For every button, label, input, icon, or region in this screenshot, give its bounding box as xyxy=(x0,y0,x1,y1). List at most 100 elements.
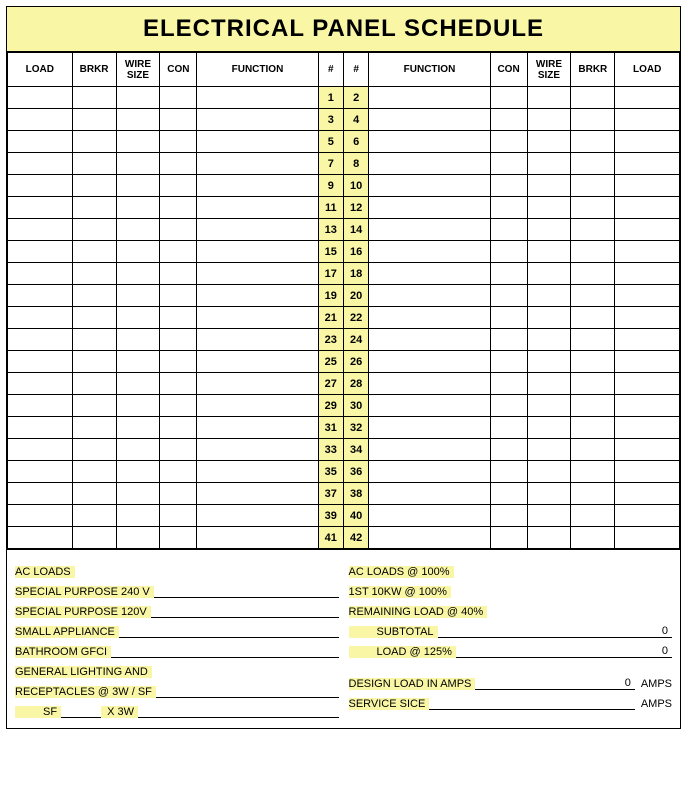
cell xyxy=(116,109,160,131)
table-row: 1920 xyxy=(8,285,680,307)
cell xyxy=(197,417,318,439)
cell xyxy=(8,219,73,241)
circuit-number: 16 xyxy=(343,241,368,263)
cell xyxy=(8,395,73,417)
cell xyxy=(8,285,73,307)
cell xyxy=(490,109,527,131)
cell xyxy=(197,527,318,549)
circuit-number: 42 xyxy=(343,527,368,549)
cell xyxy=(8,483,73,505)
cell xyxy=(615,219,680,241)
cell xyxy=(615,263,680,285)
cell xyxy=(615,395,680,417)
col-num-right: # xyxy=(343,53,368,87)
panel-schedule: ELECTRICAL PANEL SCHEDULE LOAD BRKR WIRE… xyxy=(6,6,681,729)
cell xyxy=(527,197,571,219)
cell xyxy=(490,461,527,483)
cell xyxy=(527,417,571,439)
circuit-number: 38 xyxy=(343,483,368,505)
cell xyxy=(116,131,160,153)
cell xyxy=(72,439,116,461)
col-con-right: CON xyxy=(490,53,527,87)
footer: AC LOADS SPECIAL PURPOSE 240 V SPECIAL P… xyxy=(7,549,680,728)
cell xyxy=(72,505,116,527)
cell xyxy=(615,241,680,263)
bath-gfci-label: BATHROOM GFCI xyxy=(15,646,111,658)
cell xyxy=(571,285,615,307)
cell xyxy=(615,461,680,483)
cell xyxy=(8,417,73,439)
table-row: 2324 xyxy=(8,329,680,351)
cell xyxy=(116,483,160,505)
recept-label: RECEPTACLES @ 3W / SF xyxy=(15,686,156,698)
cell xyxy=(571,505,615,527)
circuit-number: 34 xyxy=(343,439,368,461)
cell xyxy=(72,175,116,197)
cell xyxy=(615,131,680,153)
x3w-value xyxy=(138,717,339,718)
cell xyxy=(72,461,116,483)
cell xyxy=(571,373,615,395)
cell xyxy=(615,417,680,439)
circuit-number: 3 xyxy=(318,109,343,131)
circuit-number: 20 xyxy=(343,285,368,307)
col-load-right: LOAD xyxy=(615,53,680,87)
cell xyxy=(72,373,116,395)
table-row: 2122 xyxy=(8,307,680,329)
table-row: 3738 xyxy=(8,483,680,505)
table-row: 3940 xyxy=(8,505,680,527)
circuit-number: 15 xyxy=(318,241,343,263)
cell xyxy=(369,175,490,197)
cell xyxy=(490,351,527,373)
cell xyxy=(527,219,571,241)
table-row: 34 xyxy=(8,109,680,131)
cell xyxy=(571,87,615,109)
col-con-left: CON xyxy=(160,53,197,87)
circuit-number: 17 xyxy=(318,263,343,285)
cell xyxy=(8,351,73,373)
cell xyxy=(369,527,490,549)
table-row: 1112 xyxy=(8,197,680,219)
cell xyxy=(571,439,615,461)
circuit-number: 36 xyxy=(343,461,368,483)
cell xyxy=(369,351,490,373)
cell xyxy=(369,417,490,439)
cell xyxy=(369,373,490,395)
cell xyxy=(369,461,490,483)
cell xyxy=(615,329,680,351)
circuit-number: 2 xyxy=(343,87,368,109)
cell xyxy=(160,417,197,439)
cell xyxy=(369,329,490,351)
circuit-number: 11 xyxy=(318,197,343,219)
subtotal-label: SUBTOTAL xyxy=(349,626,438,638)
cell xyxy=(571,153,615,175)
cell xyxy=(369,241,490,263)
cell xyxy=(615,505,680,527)
cell xyxy=(571,241,615,263)
cell xyxy=(72,87,116,109)
col-num-left: # xyxy=(318,53,343,87)
cell xyxy=(490,87,527,109)
cell xyxy=(571,527,615,549)
cell xyxy=(490,527,527,549)
cell xyxy=(116,285,160,307)
cell xyxy=(116,439,160,461)
cell xyxy=(615,109,680,131)
design-load-value: 0 xyxy=(475,677,634,690)
cell xyxy=(160,219,197,241)
circuit-number: 26 xyxy=(343,351,368,373)
cell xyxy=(527,527,571,549)
cell xyxy=(72,395,116,417)
circuit-number: 33 xyxy=(318,439,343,461)
sp240-label: SPECIAL PURPOSE 240 V xyxy=(15,586,154,598)
table-row: 12 xyxy=(8,87,680,109)
cell xyxy=(116,219,160,241)
sf-label: SF xyxy=(15,706,61,718)
cell xyxy=(197,373,318,395)
cell xyxy=(197,241,318,263)
cell xyxy=(369,131,490,153)
first10kw-label: 1ST 10KW @ 100% xyxy=(349,586,451,598)
circuit-number: 4 xyxy=(343,109,368,131)
cell xyxy=(72,153,116,175)
col-load-left: LOAD xyxy=(8,53,73,87)
